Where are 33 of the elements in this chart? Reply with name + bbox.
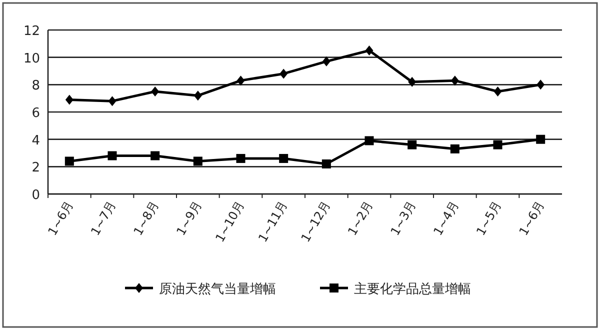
point xyxy=(280,68,288,79)
point xyxy=(450,144,460,154)
y-tick-label: 10 xyxy=(23,51,40,66)
point xyxy=(536,80,545,90)
y-tick-label: 12 xyxy=(23,24,40,39)
point xyxy=(365,46,374,56)
point xyxy=(279,154,288,163)
point xyxy=(64,156,74,166)
point xyxy=(408,140,417,150)
point xyxy=(322,56,330,66)
point xyxy=(65,94,74,105)
y-tick-label: 4 xyxy=(32,133,40,148)
y-tick-label: 6 xyxy=(32,106,40,121)
point xyxy=(408,76,416,87)
y-tick-label: 0 xyxy=(32,188,40,203)
point xyxy=(151,86,160,96)
point xyxy=(493,140,502,150)
point xyxy=(193,156,202,166)
legend-label: 主要化学品总量增幅 xyxy=(354,281,471,297)
point xyxy=(108,151,117,160)
point xyxy=(494,86,502,96)
point xyxy=(236,154,246,163)
point xyxy=(536,134,546,144)
point xyxy=(236,76,245,86)
point xyxy=(108,96,116,106)
legend-label: 原油天然气当量增幅 xyxy=(159,282,276,297)
point xyxy=(364,136,374,146)
point xyxy=(450,76,459,86)
point xyxy=(322,159,331,168)
y-tick-label: 8 xyxy=(32,78,40,94)
point xyxy=(194,90,202,101)
point xyxy=(150,151,160,160)
y-tick-label: 2 xyxy=(32,160,40,176)
